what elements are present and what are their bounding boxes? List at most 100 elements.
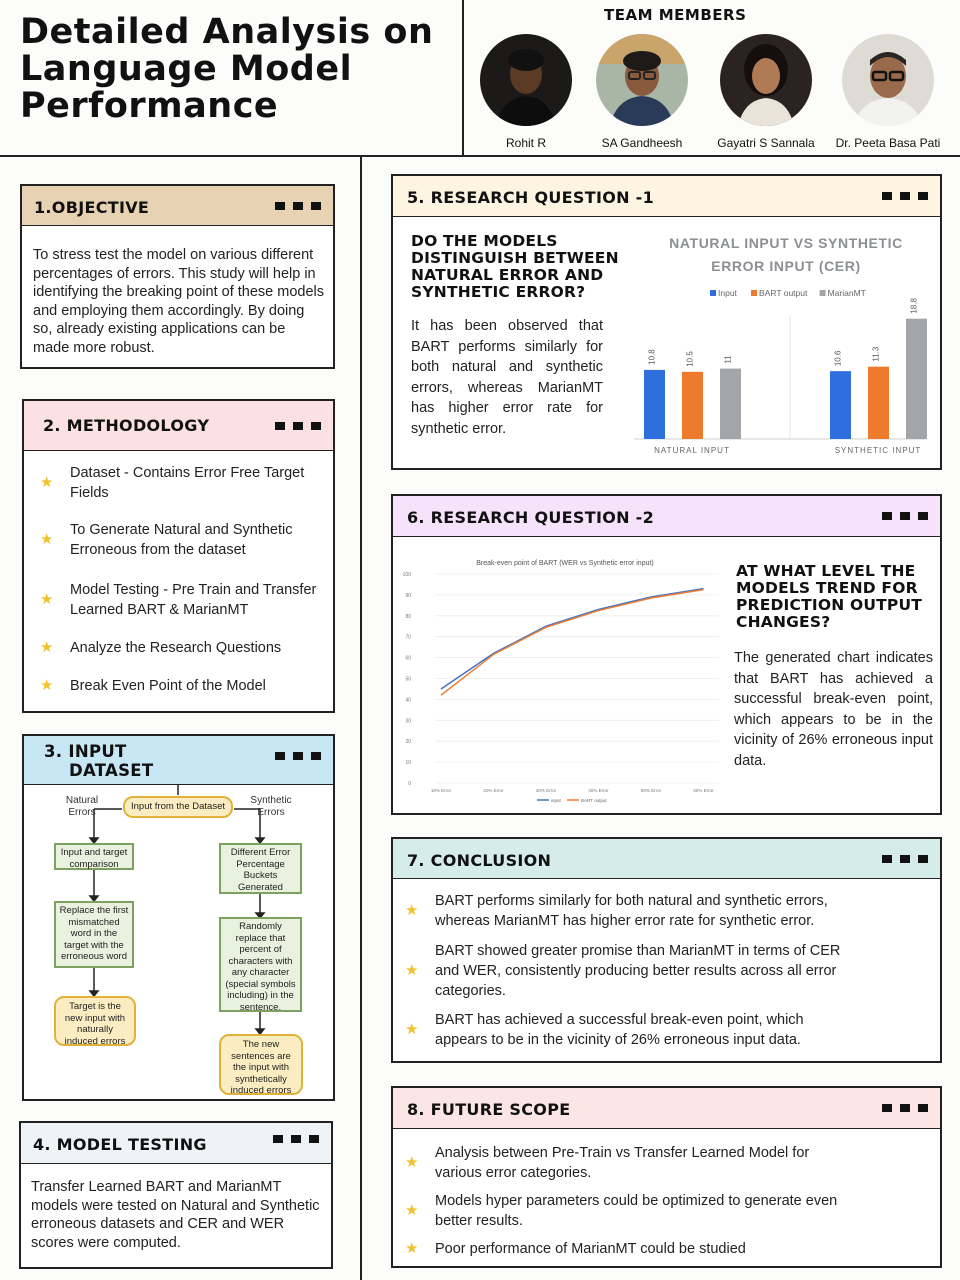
- rq2-question: AT WHAT LEVEL THE MODELS TREND FOR PREDI…: [736, 562, 923, 631]
- y-tick-label: 40: [405, 697, 411, 703]
- list-item: ★ To Generate Natural and Synthetic Erron…: [40, 522, 293, 558]
- team-heading: TEAM MEMBERS: [604, 6, 747, 24]
- star-icon: ★: [40, 639, 54, 656]
- x-tick-label: 60% Error: [693, 788, 714, 793]
- chart-title: ERROR INPUT (CER): [711, 258, 860, 274]
- member-photo: [480, 34, 572, 126]
- y-tick-label: 60: [405, 656, 411, 662]
- category-label: NATURAL INPUT: [654, 446, 730, 453]
- methodology-list: ★ Dataset - Contains Error Free Target Fi…: [34, 463, 330, 696]
- legend-swatch: [819, 290, 826, 296]
- flow-result: The new sentences are the input with syn…: [219, 1034, 303, 1096]
- data-label: 10.6: [834, 350, 843, 366]
- flow-step: Randomly replace that percent of charact…: [219, 917, 302, 1013]
- y-tick-label: 80: [405, 614, 411, 620]
- input-dataset-header: 3. INPUT DATASET: [22, 734, 335, 787]
- section-heading: 7. CONCLUSION: [407, 851, 552, 870]
- dots-icon: [882, 512, 928, 520]
- list-item: ★ Analysis between Pre-Train vs Transfer …: [405, 1145, 810, 1181]
- divider: [360, 156, 362, 1280]
- flow-root: Input from the Dataset: [123, 796, 233, 818]
- model-testing-text: Transfer Learned BART and MarianMT model…: [31, 1179, 320, 1251]
- list-item: ★ Analyze the Research Questions: [40, 639, 282, 656]
- star-icon: ★: [405, 1154, 419, 1171]
- data-label: 11.3: [872, 346, 881, 362]
- star-icon: ★: [405, 902, 419, 919]
- data-label: 10.5: [686, 351, 695, 367]
- objective-header: 1.OBJECTIVE: [20, 184, 335, 228]
- x-tick-label: 50% Error: [641, 788, 662, 793]
- model-testing-header: 4. MODEL TESTING: [19, 1121, 333, 1166]
- member-photo: [720, 34, 812, 126]
- star-icon: ★: [405, 962, 419, 979]
- dots-icon: [275, 421, 321, 430]
- methodology-card: ★ Dataset - Contains Error Free Target Fi…: [22, 451, 335, 713]
- team-member: SA Gandheesh: [587, 34, 697, 150]
- list-item: ★ BART showed greater promise than Marian…: [405, 943, 841, 999]
- list-item: ★ Model Testing - Pre Train and Transfer …: [40, 582, 317, 618]
- x-tick-label: 30% Error: [536, 788, 557, 793]
- section-heading: 1.OBJECTIVE: [34, 198, 150, 217]
- y-tick-label: 0: [408, 781, 411, 787]
- star-icon: ★: [405, 1021, 419, 1038]
- legend-label: Input: [718, 288, 738, 298]
- y-tick-label: 50: [405, 677, 411, 683]
- rq1-card: DO THE MODELS DISTINGUISH BETWEEN NATURA…: [391, 217, 942, 470]
- chart-background: [397, 541, 725, 807]
- team-member: Dr. Peeta Basa Pati: [833, 34, 943, 150]
- rq1-header: 5. RESEARCH QUESTION -1: [391, 174, 942, 219]
- team-member: Rohit R: [471, 34, 581, 150]
- page-title: Detailed Analysis on Language Model Perf…: [20, 12, 434, 126]
- star-icon: ★: [40, 677, 54, 694]
- future-scope-list: ★ Analysis between Pre-Train vs Transfer …: [399, 1143, 839, 1259]
- member-photo: [842, 34, 934, 126]
- section-heading: 5. RESEARCH QUESTION -1: [407, 188, 655, 207]
- star-icon: ★: [40, 591, 54, 608]
- conclusion-header: 7. CONCLUSION: [391, 837, 942, 881]
- future-scope-card: ★ Analysis between Pre-Train vs Transfer …: [391, 1129, 942, 1268]
- objective-card: To stress test the model on various diff…: [20, 226, 335, 369]
- list-item: ★ Models hyper parameters could be optimi…: [405, 1193, 838, 1229]
- rq2-text: The generated chart indicates that BART …: [734, 650, 933, 769]
- star-icon: ★: [40, 531, 54, 548]
- y-tick-label: 100: [403, 572, 412, 578]
- member-name: Rohit R: [505, 136, 546, 150]
- model-testing-card: Transfer Learned BART and MarianMT model…: [19, 1164, 333, 1269]
- methodology-header: 2. METHODOLOGY: [22, 399, 335, 453]
- legend-label: MarianMT: [828, 288, 866, 298]
- y-tick-label: 30: [405, 718, 411, 724]
- y-tick-label: 90: [405, 593, 411, 599]
- section-heading: 8. FUTURE SCOPE: [407, 1100, 571, 1119]
- y-tick-label: 10: [405, 760, 411, 766]
- flow-step: Input and target comparison: [54, 843, 134, 870]
- bar: [644, 369, 665, 439]
- list-item: ★ BART performs similarly for both natura…: [405, 893, 828, 929]
- data-label: 10.8: [648, 349, 657, 365]
- rq2-header: 6. RESEARCH QUESTION -2: [391, 494, 942, 539]
- flow-step: Different Error Percentage Buckets Gener…: [219, 843, 302, 894]
- break-even-line-chart: Break-even point of BART (WER vs Synthet…: [397, 541, 725, 807]
- x-tick-label: 20% Error: [483, 788, 504, 793]
- dots-icon: [882, 192, 928, 200]
- conclusion-card: ★ BART performs similarly for both natura…: [391, 879, 942, 1063]
- member-name: SA Gandheesh: [601, 136, 683, 150]
- dots-icon: [275, 201, 321, 210]
- data-label: 18.8: [910, 298, 919, 314]
- data-label: 11: [724, 355, 733, 364]
- list-item: ★ Dataset - Contains Error Free Target Fi…: [40, 465, 305, 501]
- section-heading: 2. METHODOLOGY: [43, 416, 210, 435]
- series-line: [440, 588, 704, 696]
- team-member: Gayatri S Sannala: [711, 34, 821, 150]
- flow-result: Target is the new input with naturally i…: [54, 996, 136, 1047]
- star-icon: ★: [40, 474, 54, 491]
- member-name: Gayatri S Sannala: [717, 136, 815, 150]
- member-name: Dr. Peeta Basa Pati: [835, 136, 941, 150]
- rq2-card: Break-even point of BART (WER vs Synthet…: [391, 537, 942, 815]
- chart-title: Break-even point of BART (WER vs Synthet…: [476, 560, 654, 567]
- list-item: ★ Poor performance of MarianMT could be s…: [405, 1240, 746, 1257]
- dots-icon: [273, 1135, 319, 1143]
- y-tick-label: 70: [405, 635, 411, 641]
- legend-label: BART output: [759, 288, 808, 298]
- member-photo: [596, 34, 688, 126]
- bar: [868, 366, 889, 439]
